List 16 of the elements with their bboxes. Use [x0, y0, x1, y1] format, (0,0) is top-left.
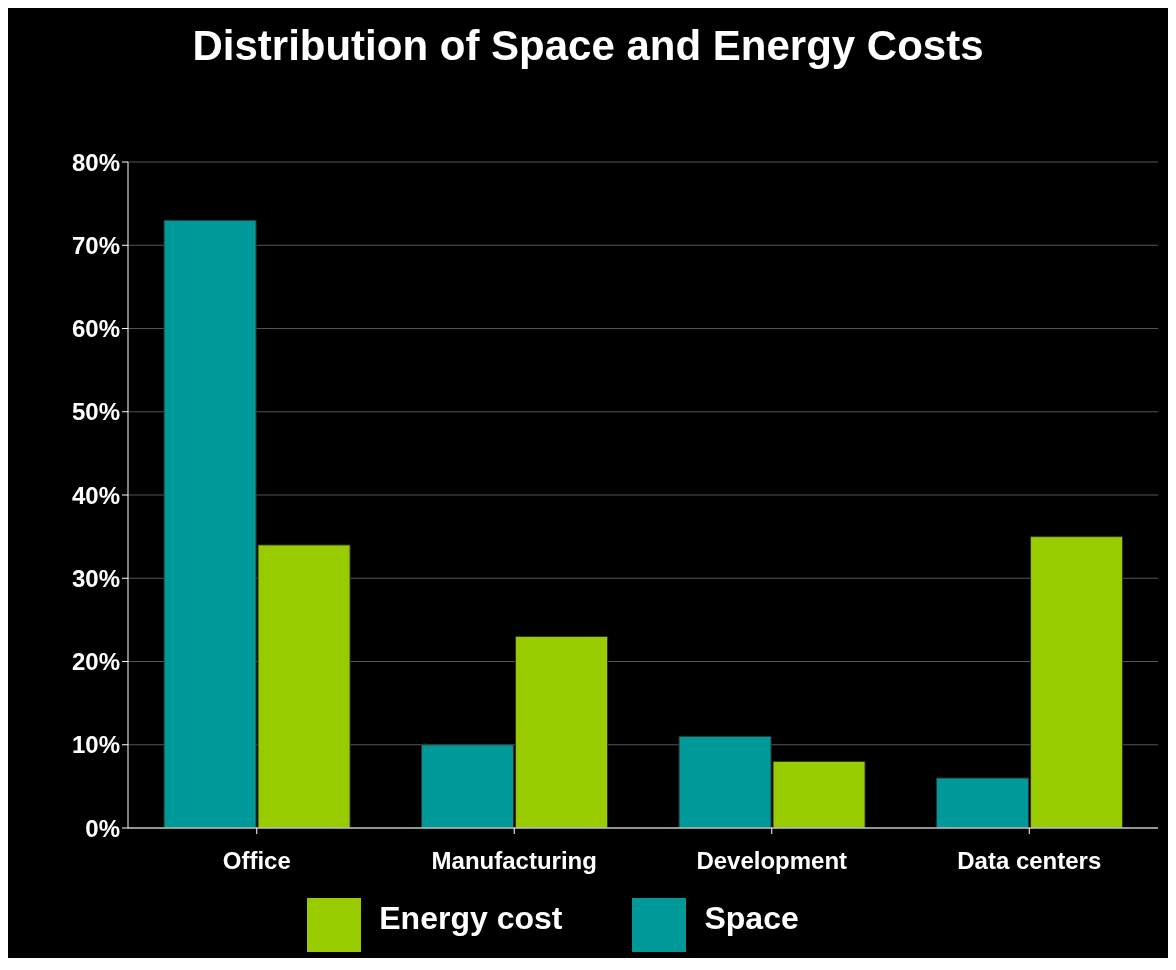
y-tick-label: 20%	[71, 648, 120, 676]
chart-title: Distribution of Space and Energy Costs	[191, 21, 985, 71]
y-tick-label: 70%	[71, 231, 120, 259]
y-tick-label: 80%	[71, 148, 120, 176]
x-tick-label: Data centers	[957, 847, 1102, 875]
legend-label: Space	[704, 900, 799, 937]
legend-label: Energy cost	[379, 900, 563, 937]
y-tick-label: 30%	[71, 564, 120, 592]
x-tick-label: Development	[696, 847, 848, 875]
y-tick-label: 40%	[71, 481, 120, 509]
y-tick-label: 10%	[71, 731, 120, 759]
y-tick-label: 50%	[71, 398, 120, 426]
y-tick-label: 0%	[85, 814, 120, 842]
x-tick-label: Manufacturing	[431, 847, 597, 875]
x-tick-label: Office	[222, 847, 291, 875]
y-tick-label: 60%	[71, 315, 120, 343]
